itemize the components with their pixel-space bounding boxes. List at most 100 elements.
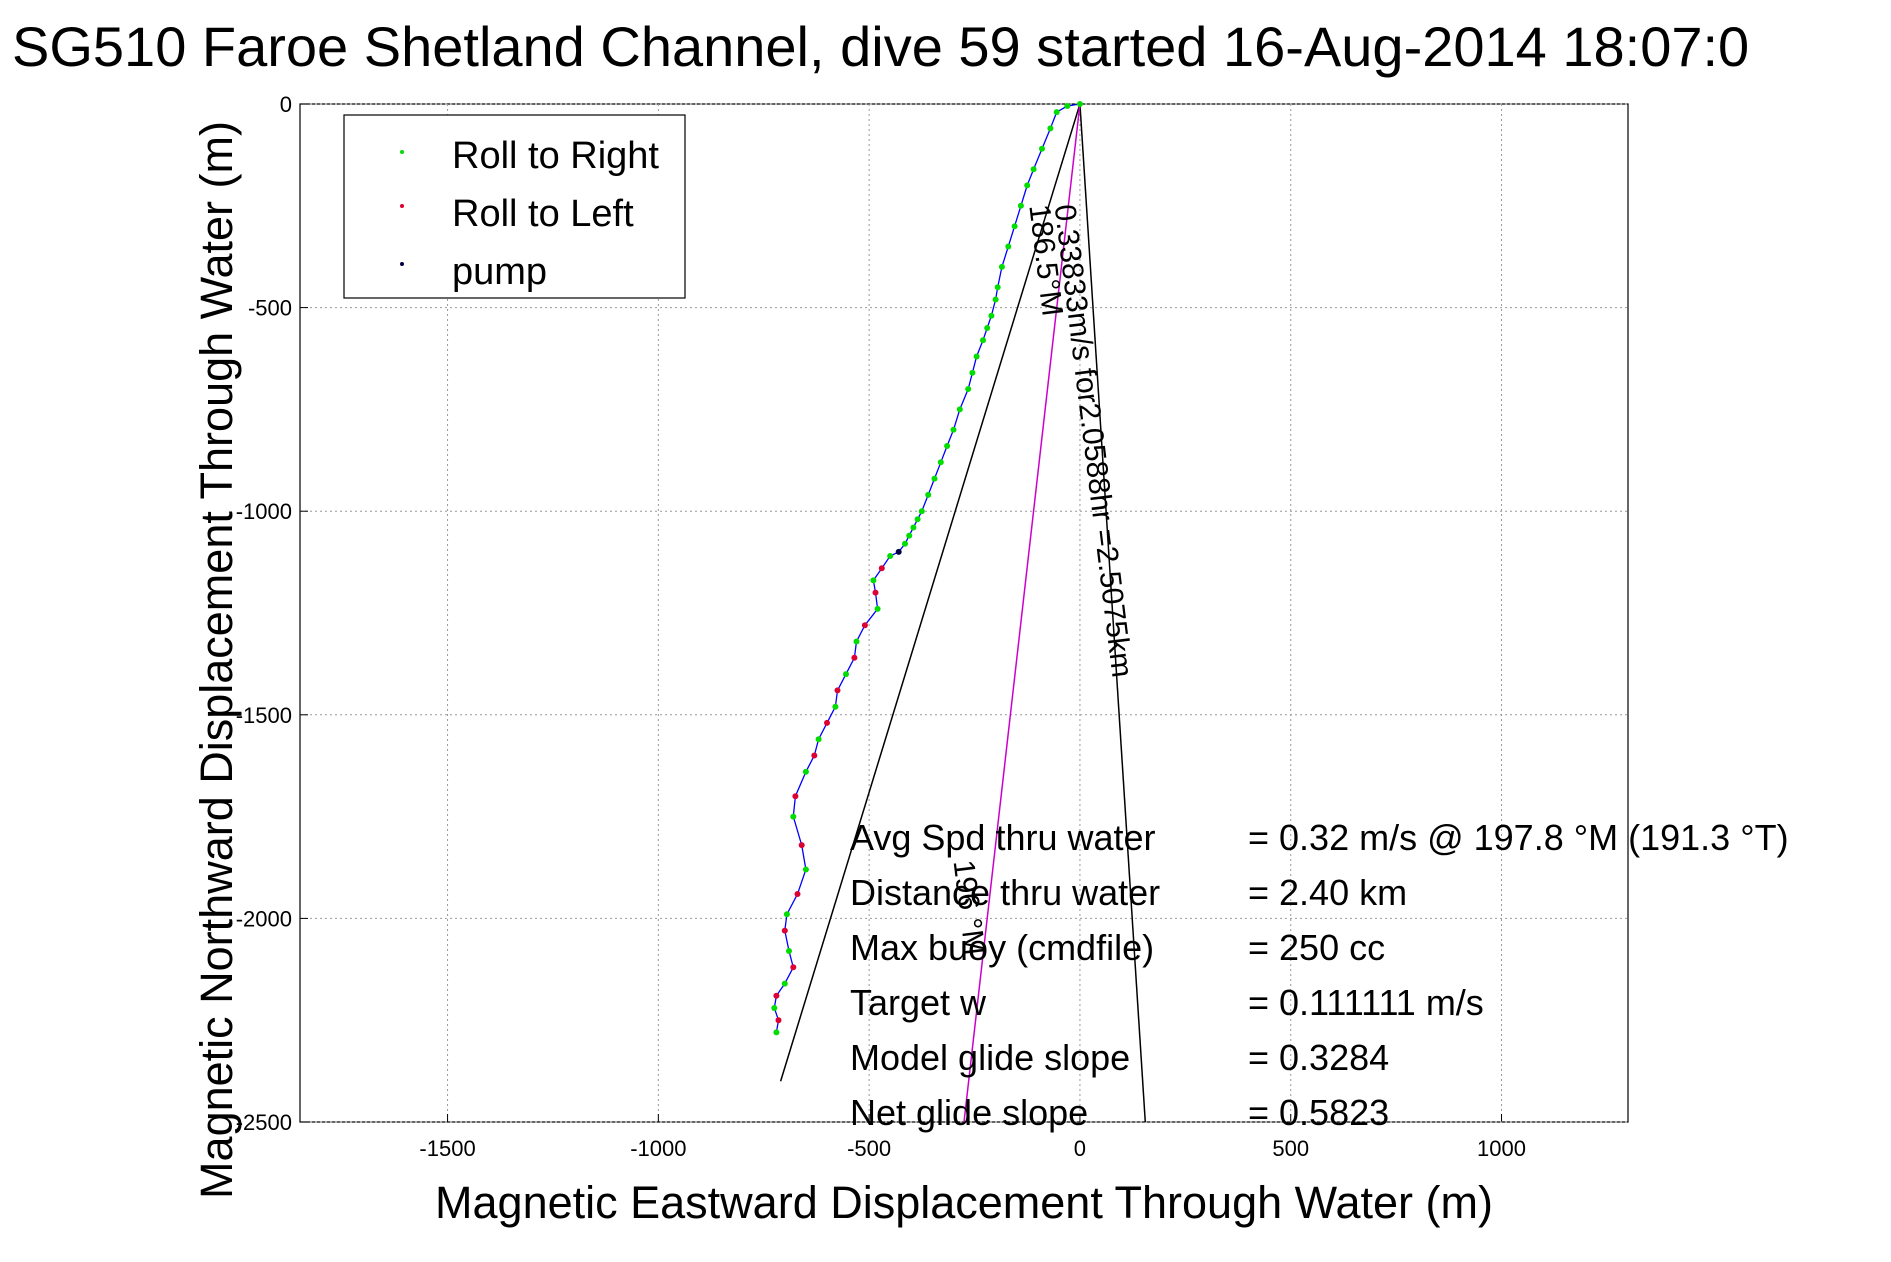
track-point <box>792 793 799 800</box>
track-point <box>771 1005 778 1011</box>
x-tick-label: 0 <box>1074 1136 1086 1161</box>
track-point <box>783 911 790 918</box>
stats-block: Avg Spd thru water = 0.32 m/s @ 197.8 °M … <box>850 817 1789 1133</box>
track-point <box>1064 103 1071 109</box>
track-point <box>994 284 1001 291</box>
track-point <box>887 553 894 559</box>
track-point <box>832 703 839 710</box>
x-tick-label: -1500 <box>419 1136 475 1161</box>
track-point <box>870 577 877 584</box>
y-tick-label: 0 <box>280 92 292 117</box>
track-point <box>969 369 976 376</box>
track-point <box>910 524 917 531</box>
track-point <box>973 353 980 360</box>
grid-lines <box>300 103 1628 1123</box>
track-point <box>790 813 797 820</box>
track-point <box>931 475 938 482</box>
track-point <box>918 508 925 515</box>
stat-value: = 0.111111 m/s <box>1248 982 1484 1023</box>
track-point <box>895 548 902 555</box>
legend-marker-pump <box>400 262 404 266</box>
track-point <box>950 426 957 433</box>
x-tick-label: 500 <box>1272 1136 1309 1161</box>
track-point <box>1053 109 1060 116</box>
track-point <box>998 263 1005 270</box>
track-point <box>992 296 999 303</box>
track-point <box>988 312 995 319</box>
y-tick-label: -2000 <box>236 906 292 931</box>
track-point <box>794 891 801 897</box>
stat-label: Avg Spd thru water <box>850 817 1156 858</box>
y-tick-label: -2500 <box>236 1110 292 1135</box>
y-tick-label: -1500 <box>236 703 292 728</box>
x-tick-label: -1000 <box>630 1136 686 1161</box>
y-tick-labels: 0 -500 -1000 -1500 -2000 -2500 <box>236 92 292 1135</box>
x-tick-labels: -1500 -1000 -500 0 500 1000 <box>419 1136 1526 1161</box>
track-point <box>824 719 830 726</box>
legend: Roll to Right Roll to Left pump <box>343 114 686 299</box>
track-point <box>902 540 908 547</box>
x-tick-label: 1000 <box>1477 1136 1526 1161</box>
stat-label: Max buoy (cmdfile) <box>850 927 1154 968</box>
y-tick-label: -500 <box>248 296 292 321</box>
track-point <box>1030 166 1037 173</box>
track-point <box>861 622 868 629</box>
roll-markers <box>771 101 1083 1036</box>
stat-value: = 2.40 km <box>1248 872 1407 913</box>
track-point <box>1011 223 1018 230</box>
track-point <box>984 325 991 331</box>
track-point <box>798 842 805 849</box>
track-point <box>815 736 822 743</box>
stat-value: = 0.5823 <box>1248 1092 1389 1133</box>
track-point <box>1017 202 1024 209</box>
legend-label-pump: pump <box>452 251 547 293</box>
track-point <box>851 654 858 661</box>
stat-label: Net glide slope <box>850 1092 1088 1133</box>
track-point <box>878 565 885 572</box>
track-point <box>944 443 951 449</box>
track-point <box>1047 125 1054 132</box>
track-point <box>834 687 841 694</box>
x-axis-label: Magnetic Eastward Displacement Through W… <box>435 1177 1493 1228</box>
chart-title: SG510 Faroe Shetland Channel, dive 59 st… <box>12 15 1749 78</box>
heading-ray-186.5 <box>779 103 1081 1082</box>
stat-label: Model glide slope <box>850 1037 1130 1078</box>
track-point <box>1076 101 1083 107</box>
legend-label-roll-right: Roll to Right <box>452 135 659 177</box>
track-point <box>1005 243 1012 250</box>
track-point <box>775 1017 782 1024</box>
legend-label-roll-left: Roll to Left <box>452 193 634 235</box>
track-point <box>802 768 809 775</box>
x-tick-label: -500 <box>847 1136 891 1161</box>
y-axis-label: Magnetic Northward Displacement Through … <box>191 121 242 1199</box>
track-point <box>853 638 860 645</box>
track-point <box>956 406 963 413</box>
track-point <box>874 605 881 612</box>
stat-label: Target w <box>850 982 987 1023</box>
track-point <box>773 1029 780 1036</box>
track-point <box>786 948 792 954</box>
track-point <box>843 671 849 678</box>
track-point <box>773 992 780 999</box>
track-line <box>773 103 1081 1033</box>
track-layer <box>773 103 1081 1033</box>
stat-value: = 0.32 m/s @ 197.8 °M (191.3 °T) <box>1248 817 1789 858</box>
track-point <box>1024 182 1031 189</box>
track-point <box>937 459 944 466</box>
track-point <box>906 532 913 539</box>
heading-ray-196 <box>963 103 1081 1123</box>
track-point <box>1039 145 1045 152</box>
stat-value: = 250 cc <box>1248 927 1385 968</box>
track-point <box>790 964 797 971</box>
track-point <box>872 589 879 596</box>
stat-label: Distance thru water <box>850 872 1160 913</box>
track-point <box>781 927 788 934</box>
legend-marker-roll-left <box>400 204 404 208</box>
track-point <box>781 980 788 987</box>
y-tick-label: -1000 <box>236 499 292 524</box>
track-point <box>925 491 932 498</box>
track-point <box>811 752 818 759</box>
track-point <box>980 337 986 344</box>
track-point <box>965 386 972 392</box>
